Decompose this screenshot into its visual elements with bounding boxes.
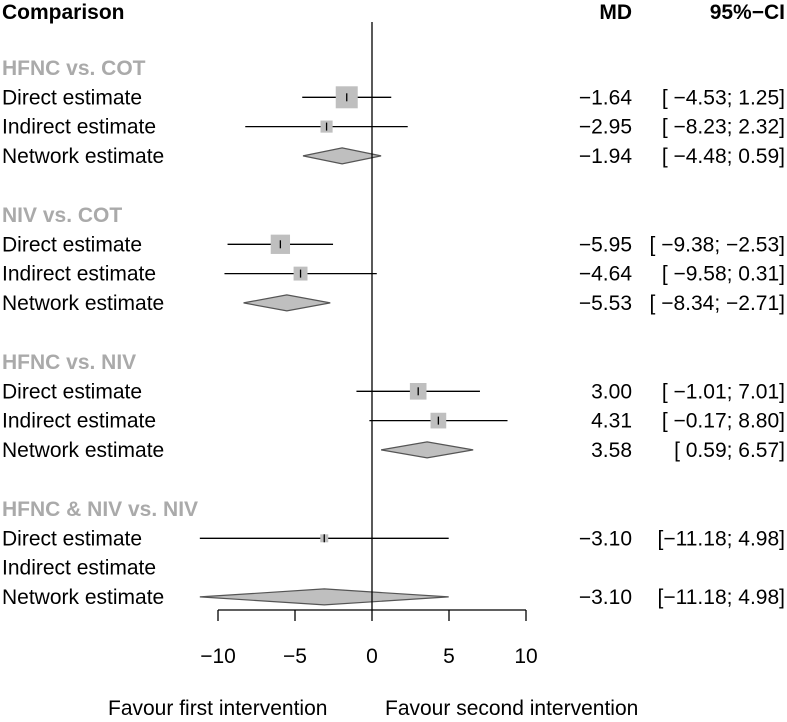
md-value: 4.31 bbox=[591, 410, 632, 433]
row-label: Indirect estimate bbox=[2, 557, 156, 580]
plot-header: Comparison MD 95%−CI bbox=[2, 1, 785, 24]
md-value: −1.64 bbox=[579, 86, 632, 109]
network-estimate-diamond bbox=[380, 441, 474, 459]
md-value: −2.95 bbox=[579, 116, 632, 139]
row-label: Indirect estimate bbox=[2, 410, 156, 433]
ci-value: [ −4.48; 0.59] bbox=[662, 145, 785, 168]
group-label: HFNC vs. NIV bbox=[2, 351, 136, 374]
row-label: Network estimate bbox=[2, 145, 164, 168]
favour-labels: Favour first intervention Favour second … bbox=[108, 697, 638, 720]
x-tick-label: 10 bbox=[514, 645, 537, 668]
x-tick-label: 0 bbox=[366, 645, 378, 668]
plot-marks bbox=[199, 22, 508, 610]
header-ci: 95%−CI bbox=[710, 1, 785, 24]
row-label: Network estimate bbox=[2, 586, 164, 609]
md-value: −5.53 bbox=[579, 292, 632, 315]
ci-value: [−11.18; 4.98] bbox=[658, 527, 785, 550]
ci-value: [ −9.58; 0.31] bbox=[662, 263, 785, 286]
row-label: Direct estimate bbox=[2, 86, 142, 109]
group-label: HFNC vs. COT bbox=[2, 57, 146, 80]
group-label: HFNC & NIV vs. NIV bbox=[2, 498, 198, 521]
header-md: MD bbox=[599, 1, 632, 24]
row-label: Direct estimate bbox=[2, 233, 142, 256]
favour-second-label: Favour second intervention bbox=[385, 697, 638, 720]
network-estimate-diamond bbox=[243, 294, 331, 312]
row-label: Network estimate bbox=[2, 439, 164, 462]
plot-rows: HFNC vs. COT Direct estimate −1.64 [ −4.53;… bbox=[2, 57, 785, 609]
ci-value: [ 0.59; 6.57] bbox=[674, 439, 785, 462]
md-value: −5.95 bbox=[579, 233, 632, 256]
header-comparison: Comparison bbox=[2, 1, 125, 24]
group-label: NIV vs. COT bbox=[2, 204, 122, 227]
row-label: Direct estimate bbox=[2, 380, 142, 403]
row-label: Network estimate bbox=[2, 292, 164, 315]
row-label: Indirect estimate bbox=[2, 116, 156, 139]
ci-value: [ −8.23; 2.32] bbox=[662, 116, 785, 139]
x-tick-label: −10 bbox=[200, 645, 236, 668]
ci-value: [ −1.01; 7.01] bbox=[662, 380, 785, 403]
network-estimate-diamond bbox=[302, 147, 382, 165]
md-value: −3.10 bbox=[579, 586, 632, 609]
md-value: 3.58 bbox=[591, 439, 632, 462]
row-label: Indirect estimate bbox=[2, 263, 156, 286]
favour-first-label: Favour first intervention bbox=[108, 697, 327, 720]
md-value: −4.64 bbox=[579, 263, 632, 286]
md-value: −3.10 bbox=[579, 527, 632, 550]
md-value: 3.00 bbox=[591, 380, 632, 403]
network-estimate-diamond bbox=[199, 588, 449, 606]
ci-value: [ −8.34; −2.71] bbox=[650, 292, 785, 315]
ci-value: [ −9.38; −2.53] bbox=[650, 233, 785, 256]
x-tick-label: 5 bbox=[443, 645, 455, 668]
ci-value: [ −4.53; 1.25] bbox=[662, 86, 785, 109]
ci-value: [−11.18; 4.98] bbox=[658, 586, 785, 609]
x-axis: −10 −5 0 5 10 bbox=[200, 609, 538, 668]
ci-value: [ −0.17; 8.80] bbox=[662, 410, 785, 433]
md-value: −1.94 bbox=[579, 145, 632, 168]
row-label: Direct estimate bbox=[2, 527, 142, 550]
x-tick-label: −5 bbox=[283, 645, 307, 668]
